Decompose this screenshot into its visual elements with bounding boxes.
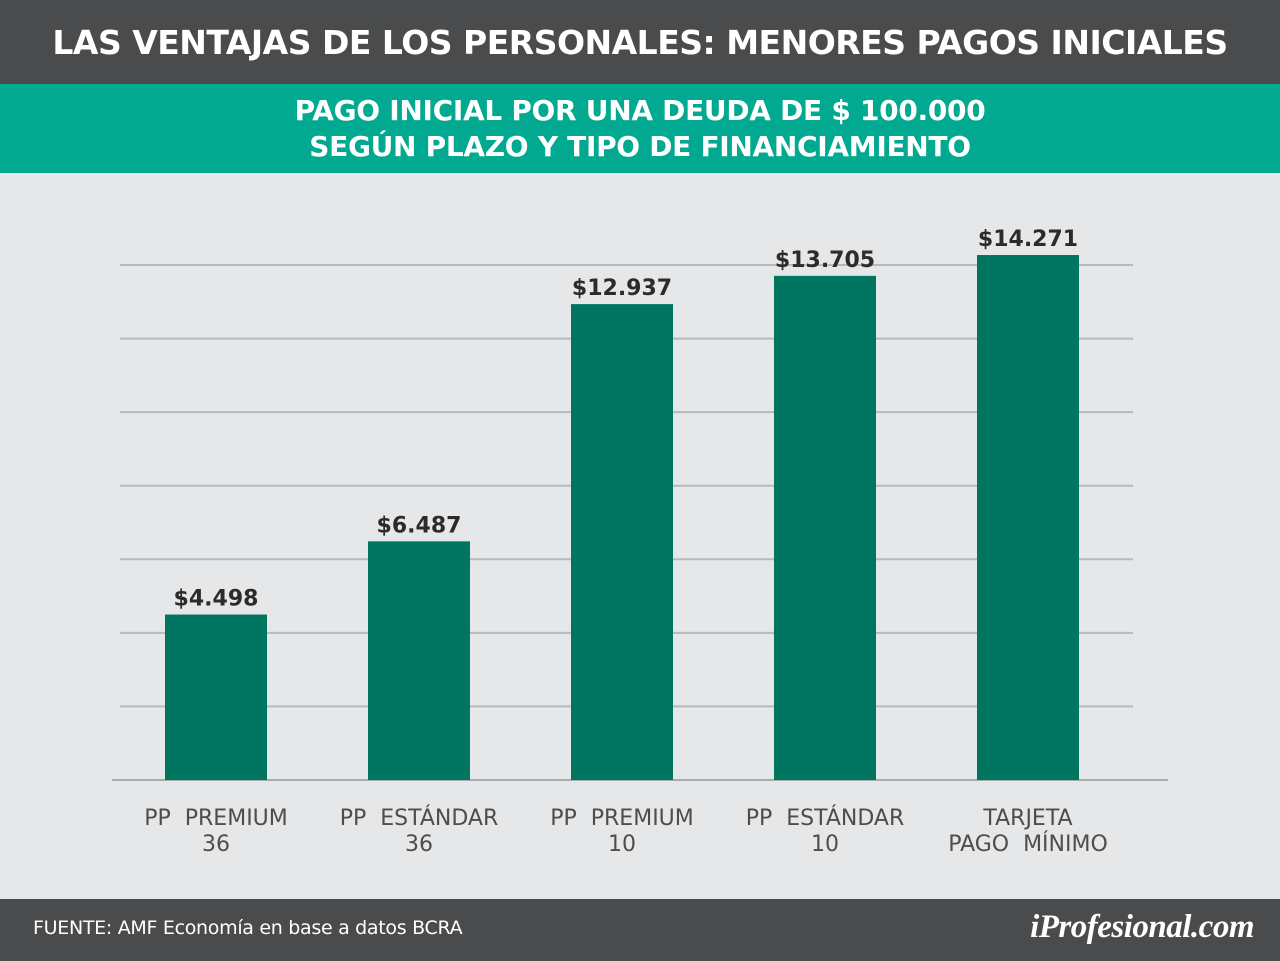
- bar-value-label: $14.271: [978, 227, 1078, 252]
- chart-subtitle-line1: PAGO INICIAL POR UNA DEUDA DE $ 100.000: [294, 93, 986, 127]
- title-bar: LAS VENTAJAS DE LOS PERSONALES: MENORES …: [0, 0, 1280, 84]
- bar-value-label: $4.498: [174, 587, 259, 612]
- footer: FUENTE: AMF Economía en base a datos BCR…: [0, 899, 1280, 961]
- bar: [368, 541, 470, 780]
- category-label: TARJETA: [982, 806, 1072, 831]
- bar-value-label: $6.487: [377, 513, 462, 538]
- category-label: 36: [405, 832, 433, 857]
- category-label: PP ESTÁNDAR: [340, 805, 499, 831]
- category-label: PAGO MÍNIMO: [948, 831, 1108, 857]
- category-label: PP PREMIUM: [144, 806, 288, 831]
- bar: [165, 614, 267, 780]
- category-label: 36: [202, 832, 230, 857]
- chart-title: LAS VENTAJAS DE LOS PERSONALES: MENORES …: [52, 22, 1228, 62]
- category-label: PP ESTÁNDAR: [746, 805, 905, 831]
- bar-value-label: $13.705: [775, 248, 875, 273]
- category-label: 10: [608, 832, 636, 857]
- chart-area: $4.498 PP PREMIUM 36 $6.487 PP ESTÁNDAR 36 $12…: [0, 173, 1280, 899]
- bar: [977, 255, 1079, 780]
- source-note: FUENTE: AMF Economía en base a datos BCR…: [33, 917, 463, 939]
- category-label: 10: [811, 832, 839, 857]
- category-label: PP PREMIUM: [550, 806, 694, 831]
- bar-value-label: $12.937: [572, 276, 672, 301]
- subtitle-bar: PAGO INICIAL POR UNA DEUDA DE $ 100.000 …: [0, 84, 1280, 173]
- chart-subtitle-line2: SEGÚN PLAZO Y TIPO DE FINANCIAMIENTO: [309, 129, 971, 163]
- bar: [571, 304, 673, 780]
- brand-logo: iProfesional.com: [1030, 909, 1254, 945]
- bar: [774, 275, 876, 780]
